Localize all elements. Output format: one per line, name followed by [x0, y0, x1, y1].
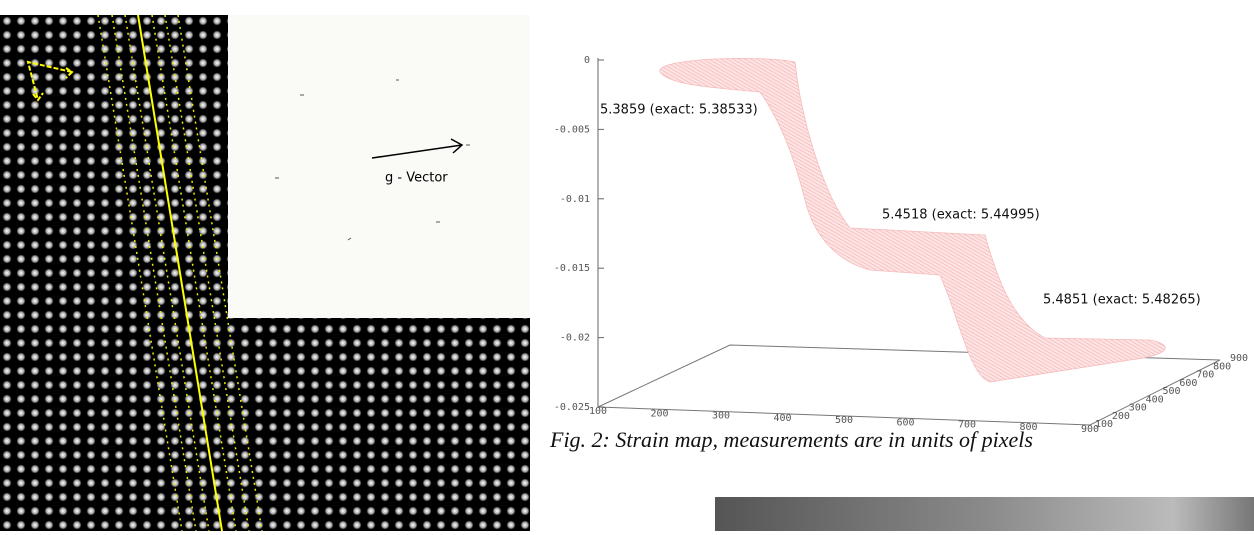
x-tick-label: 100 [589, 406, 607, 417]
y-tick-label: 500 [1163, 386, 1181, 397]
x-tick-label: 800 [1019, 422, 1037, 433]
annotation: 5.4851 (exact: 5.48265) [1043, 293, 1201, 308]
strain-plot: 5.3859 (exact: 5.38533) 5.4518 (exact: 5… [554, 55, 1248, 435]
annotation: 5.4518 (exact: 5.44995) [882, 208, 1040, 223]
z-tick-label: -0.025 [554, 402, 590, 413]
annotation: 5.3859 (exact: 5.38533) [600, 103, 758, 118]
z-tick-label: -0.015 [554, 263, 590, 274]
x-tick-label: 200 [650, 408, 668, 419]
x-tick-label: 300 [712, 411, 730, 422]
tem-image [715, 497, 1254, 531]
caption: Fig. 2: Strain map, measurements are in … [549, 427, 1033, 452]
diffraction-inset: g - Vector [228, 15, 530, 318]
y-tick-label: 600 [1179, 378, 1197, 389]
z-tick-label: -0.01 [560, 194, 590, 205]
y-tick-label: 400 [1146, 394, 1164, 405]
y-tick-label: 800 [1213, 361, 1231, 372]
x-tick-label: 600 [896, 417, 914, 428]
y-tick-label: 900 [1230, 353, 1248, 364]
x-tick-label: 400 [773, 413, 791, 424]
y-tick-label: 100 [1095, 419, 1113, 430]
inset-label: g - Vector [385, 171, 448, 186]
z-tick-label: 0 [584, 55, 590, 66]
x-tick-label: 500 [835, 415, 853, 426]
z-tick-label: -0.005 [554, 124, 590, 135]
y-tick-label: 700 [1196, 370, 1214, 381]
x-tick-label: 700 [958, 420, 976, 431]
x-tick-label: 900 [1081, 424, 1099, 435]
y-tick-label: 200 [1112, 411, 1130, 422]
z-tick-label: -0.02 [560, 333, 590, 344]
y-tick-label: 300 [1129, 403, 1147, 414]
